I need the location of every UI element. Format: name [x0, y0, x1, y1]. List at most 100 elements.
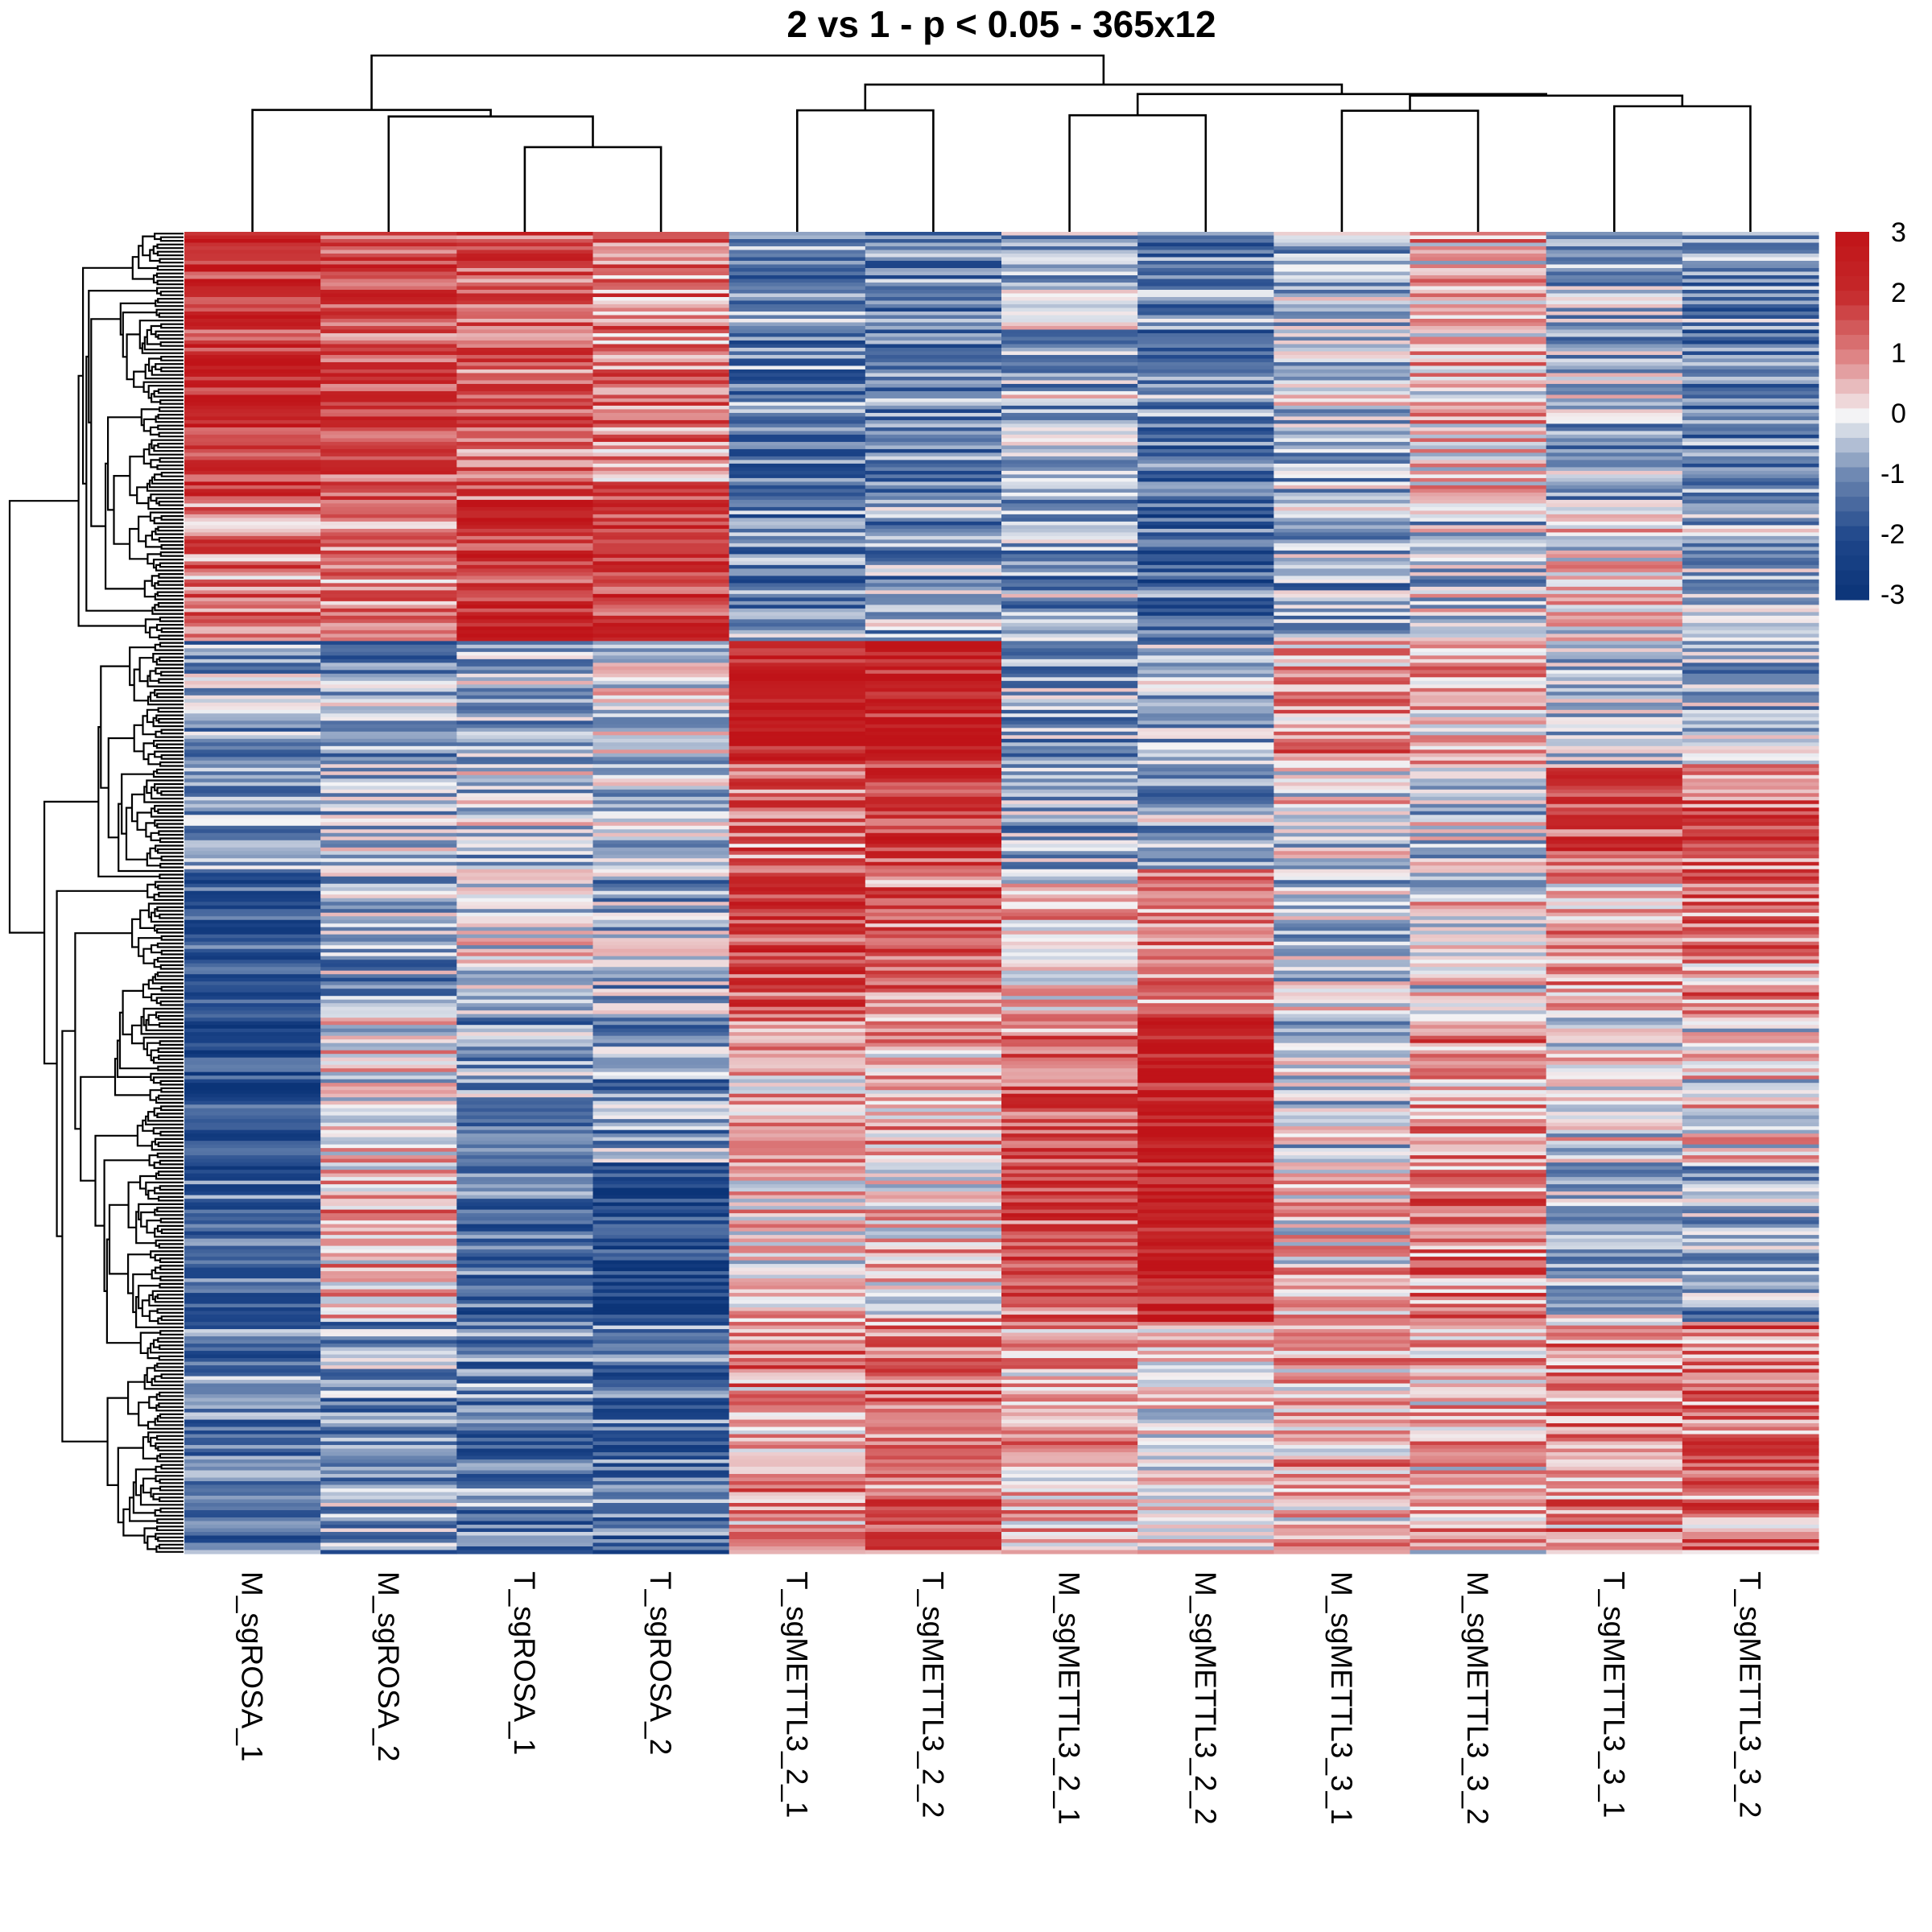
row-dendrogram-branch	[158, 891, 184, 898]
heatmap-cell	[592, 260, 730, 266]
heatmap-cell	[592, 818, 730, 823]
heatmap-cell	[1274, 1376, 1411, 1381]
heatmap-cell	[320, 452, 457, 457]
heatmap-cell	[1546, 1387, 1683, 1392]
heatmap-cell	[729, 912, 866, 917]
heatmap-cell	[592, 699, 730, 704]
heatmap-cell	[1137, 1071, 1274, 1076]
heatmap-cell	[1137, 996, 1274, 1001]
heatmap-cell	[1001, 803, 1138, 808]
heatmap-cell	[1410, 1332, 1547, 1337]
heatmap-cell	[865, 605, 1002, 609]
heatmap-cell	[1137, 398, 1274, 403]
heatmap-cell	[320, 876, 457, 881]
heatmap-cell	[456, 832, 594, 837]
row-dendrogram-branch	[154, 1295, 184, 1303]
heatmap-cell	[456, 1532, 594, 1537]
heatmap-cell	[456, 967, 594, 972]
heatmap-cell	[729, 832, 866, 837]
heatmap-cell	[865, 702, 1002, 707]
colorbar-swatch	[1835, 423, 1869, 439]
heatmap-cell	[1001, 402, 1138, 407]
heatmap-cell	[1274, 648, 1411, 653]
heatmap-cell	[1410, 1242, 1547, 1247]
heatmap-cell	[1410, 800, 1547, 805]
heatmap-cell	[1001, 1344, 1138, 1348]
heatmap-cell	[1137, 1318, 1274, 1323]
heatmap-cell	[865, 1249, 1002, 1254]
heatmap-cell	[184, 858, 321, 863]
heatmap-cell	[1274, 409, 1411, 414]
heatmap-cell	[1001, 554, 1138, 559]
heatmap-cell	[456, 1228, 594, 1232]
heatmap-cell	[1546, 948, 1683, 953]
heatmap-cell	[1274, 1409, 1411, 1414]
heatmap-cell	[456, 699, 594, 704]
heatmap-cell	[1682, 1365, 1819, 1370]
heatmap-cell	[1546, 1315, 1683, 1319]
heatmap-cell	[184, 576, 321, 580]
heatmap-cell	[1001, 485, 1138, 489]
heatmap-cell	[592, 1249, 730, 1254]
heatmap-cell	[456, 880, 594, 885]
heatmap-cell	[865, 1517, 1002, 1522]
heatmap-cell	[865, 1151, 1002, 1156]
heatmap-cell	[1682, 999, 1819, 1004]
heatmap-cell	[729, 1083, 866, 1088]
heatmap-cell	[592, 1438, 730, 1443]
heatmap-cell	[1546, 916, 1683, 921]
heatmap-cell	[1001, 851, 1138, 856]
heatmap-cell	[184, 789, 321, 794]
heatmap-cell	[456, 963, 594, 968]
heatmap-cell	[1410, 1122, 1547, 1127]
heatmap-cell	[729, 325, 866, 331]
heatmap-cell	[729, 264, 866, 269]
heatmap-cell	[1546, 365, 1683, 370]
heatmap-cell	[1137, 1013, 1274, 1018]
heatmap-cell	[1546, 308, 1683, 312]
row-dendrogram-branch	[156, 1294, 184, 1299]
heatmap-cell	[865, 1448, 1002, 1453]
heatmap-cell	[865, 242, 1002, 247]
heatmap-cell	[592, 1010, 730, 1015]
heatmap-cell	[1001, 267, 1138, 273]
heatmap-cell	[1546, 1448, 1683, 1453]
heatmap-cell	[456, 423, 594, 428]
heatmap-cell	[729, 267, 866, 273]
heatmap-cell	[1682, 1340, 1819, 1344]
heatmap-cell	[1410, 1532, 1547, 1537]
heatmap-cell	[1410, 655, 1547, 660]
heatmap-cell	[1137, 1383, 1274, 1388]
heatmap-cell	[456, 232, 594, 237]
heatmap-cell	[1001, 996, 1138, 1001]
heatmap-cell	[184, 948, 321, 953]
heatmap-cell	[865, 952, 1002, 957]
heatmap-cell	[729, 528, 866, 533]
heatmap-cell	[320, 1286, 457, 1290]
heatmap-cell	[1137, 898, 1274, 902]
heatmap-cell	[320, 340, 457, 345]
heatmap-cell	[1001, 1100, 1138, 1105]
heatmap-cell	[729, 1322, 866, 1327]
heatmap-cell	[1546, 1535, 1683, 1540]
heatmap-cell	[1274, 1455, 1411, 1460]
heatmap-cell	[1137, 861, 1274, 866]
heatmap-cell	[1682, 945, 1819, 950]
heatmap-cell	[1682, 315, 1819, 320]
heatmap-cell	[320, 771, 457, 776]
heatmap-cell	[592, 931, 730, 935]
heatmap-cell	[1274, 1228, 1411, 1232]
heatmap-cell	[320, 789, 457, 794]
heatmap-cell	[456, 1496, 594, 1501]
heatmap-cell	[1001, 1441, 1138, 1446]
heatmap-cell	[592, 832, 730, 837]
row-dendrogram-branch	[155, 1011, 184, 1019]
heatmap-cell	[320, 583, 457, 588]
heatmap-cell	[1137, 644, 1274, 649]
column-dendrogram-branch	[864, 83, 1344, 111]
heatmap-cell	[729, 1006, 866, 1011]
heatmap-cell	[456, 1315, 594, 1319]
heatmap-cell	[1137, 1064, 1274, 1069]
heatmap-cell	[1682, 720, 1819, 725]
heatmap-cell	[592, 322, 730, 327]
